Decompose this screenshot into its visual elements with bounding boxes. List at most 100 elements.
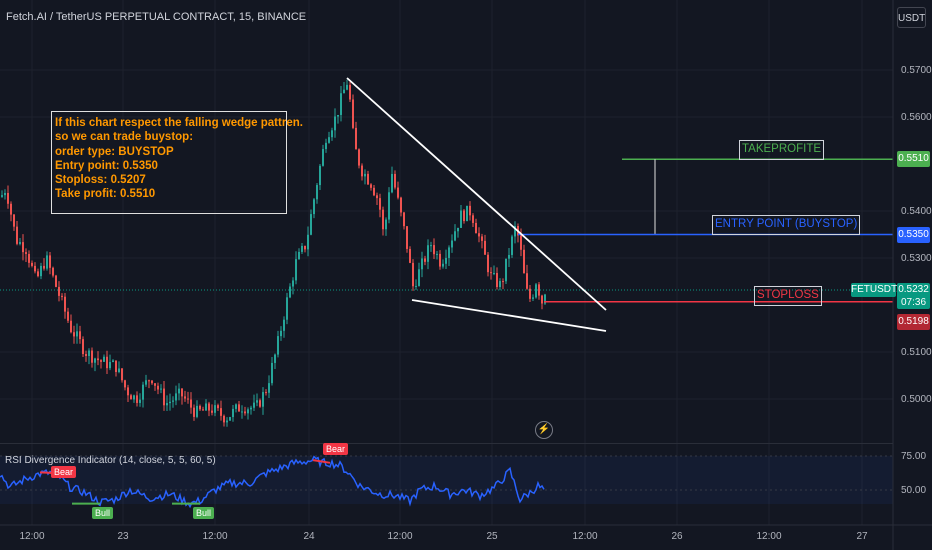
candle-body [337,114,339,117]
candle-body [214,405,216,413]
candle-body [181,388,183,397]
candle-body [292,280,294,287]
candle-body [127,387,129,396]
current-price-value: 0.5232 [898,284,929,295]
candle-body [4,192,6,196]
candle-body [388,192,390,220]
candle-body [490,272,492,274]
time-axis-label: 23 [117,531,129,542]
candle-body [91,350,93,363]
price-axis-label: 0.5600 [901,112,932,123]
candle-body [304,245,306,250]
takeprofit-price-badge: 0.5510 [897,151,930,167]
pane-separator[interactable] [0,443,893,444]
candle-body [310,214,312,235]
candle-body [217,405,219,409]
price-axis-label: 0.5400 [901,206,932,217]
candle-body [145,380,147,385]
candle-body [298,251,300,260]
candle-body [100,360,102,362]
wedge-lower-trendline [411,299,607,332]
candle-body [352,99,354,128]
candle-body [484,240,486,255]
candle-body [403,212,405,227]
candle-body [400,197,402,213]
flash-icon[interactable]: ⚡ [535,421,553,439]
candle-body [10,203,12,215]
candle-body [1,195,3,197]
candle-body [88,350,90,357]
candle-body [289,286,291,298]
price-axis-label: 0.5100 [901,347,932,358]
rsi-axis-label: 75.00 [901,451,926,462]
entry-price-badge: 0.5350 [897,227,930,243]
rsi-bear-tag-2: Bear [323,443,349,455]
candle-body [28,253,30,263]
rsi-indicator-title[interactable]: RSI Divergence Indicator (14, close, 5, … [5,455,216,466]
candle-body [115,360,117,372]
candle-body [253,402,255,408]
candle-body [481,236,483,241]
candle-body [16,226,18,244]
candle-body [76,331,78,337]
candle-body [367,173,369,185]
candle-body [184,396,186,399]
candle-body [25,252,27,254]
candle-body [307,234,309,250]
candle-body [460,210,462,228]
candle-body [19,242,21,244]
time-axis-label: 25 [486,531,498,542]
candle-body [49,255,51,268]
candle-body [148,380,150,382]
candle-body [328,137,330,143]
candle-body [277,336,279,355]
candle-body [250,407,252,410]
candle-body [118,368,120,372]
candle-body [124,380,126,388]
candle-body [169,401,171,404]
price-axis-label: 0.5700 [901,65,932,76]
candle-body [262,392,264,407]
candle-body [472,215,474,223]
price-axis-label: 0.5300 [901,253,932,264]
candle-body [478,233,480,237]
candle-body [475,222,477,234]
candle-body [505,258,507,282]
candle-body [430,245,432,247]
time-axis-label: 27 [856,531,868,542]
currency-button[interactable]: USDT [897,7,926,28]
candle-body [502,281,504,283]
time-axis-label: 12:00 [387,531,412,542]
candle-body [286,297,288,320]
bear-divergence-line-2 [312,459,331,464]
candle-body [166,403,168,406]
candle-body [70,320,72,333]
candle-body [223,415,225,423]
rsi-band [0,456,893,504]
candle-body [544,294,546,304]
takeprofit-label: TAKEPROFITE [739,140,825,160]
candle-body [523,249,525,274]
candle-body [334,116,336,131]
candle-body [445,257,447,264]
candle-body [34,265,36,272]
candle-body [85,354,87,357]
candle-body [247,409,249,414]
candle-body [442,263,444,267]
candle-body [106,356,108,369]
candle-body [274,354,276,363]
candle-body [448,247,450,258]
candle-body [271,362,273,384]
candle-body [439,253,441,267]
candle-body [58,286,60,296]
entry-point-label: ENTRY POINT (BUYSTOP) [712,215,861,235]
candle-body [151,380,153,384]
rsi-bear-tag-1: Bear [51,466,77,478]
candle-body [535,284,537,298]
time-axis-label: 24 [303,531,315,542]
candle-body [361,165,363,177]
candle-body [412,262,414,287]
candle-body [256,400,258,403]
candle-body [196,405,198,417]
